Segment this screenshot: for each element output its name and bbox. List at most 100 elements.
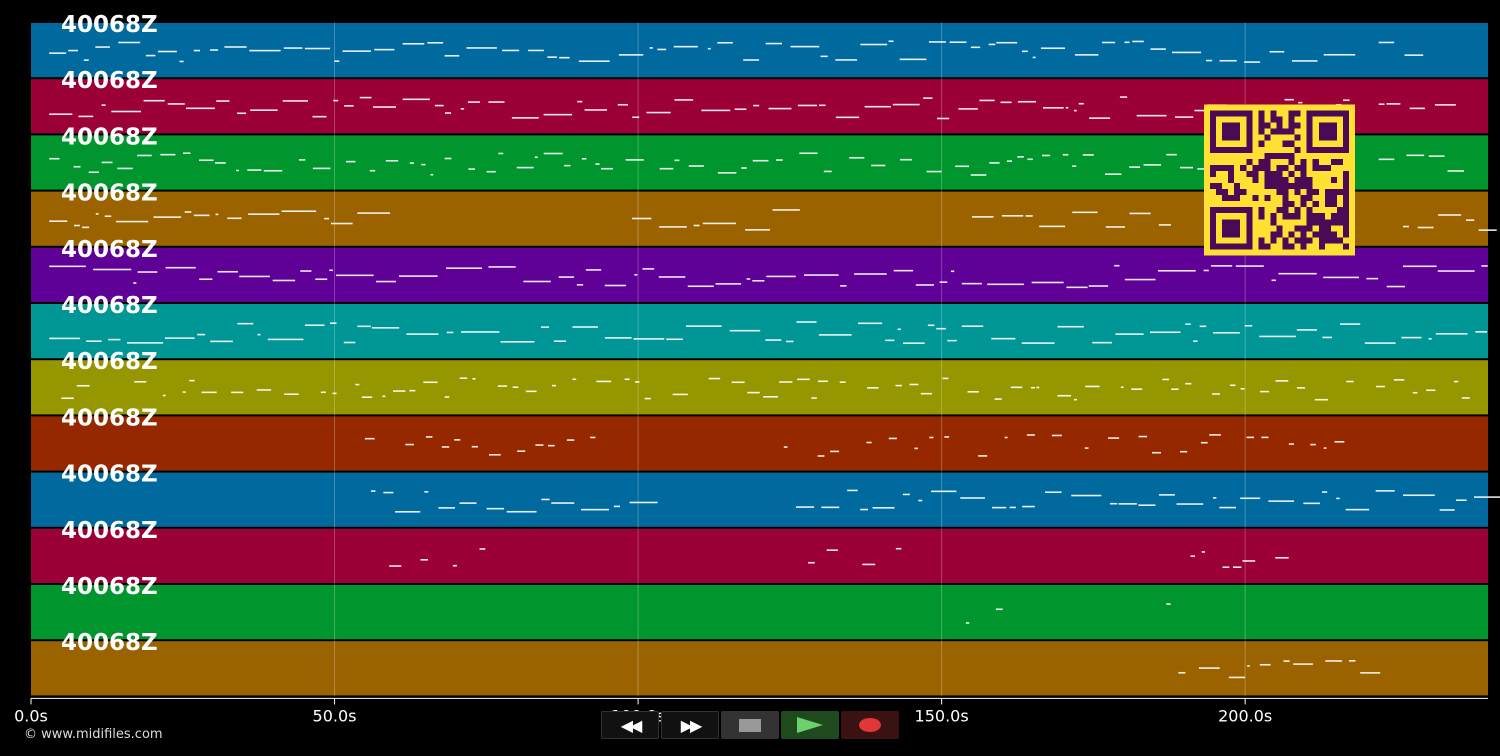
qr-module [1270, 110, 1277, 117]
note [1403, 265, 1437, 268]
note [900, 158, 912, 161]
note [460, 108, 465, 110]
note [312, 167, 331, 170]
note [685, 325, 722, 327]
play-button[interactable] [781, 711, 839, 739]
note [479, 548, 486, 550]
note [210, 49, 219, 51]
note [1404, 54, 1424, 56]
note [1403, 494, 1435, 497]
note [708, 377, 721, 380]
note [160, 153, 176, 156]
note [1051, 434, 1062, 437]
note [551, 384, 556, 387]
qr-module [1324, 237, 1331, 244]
qr-module [1306, 176, 1313, 184]
qr-module [1288, 140, 1295, 147]
note [931, 490, 957, 493]
qr-module [1276, 116, 1283, 123]
note [344, 105, 354, 107]
qr-module [1288, 158, 1295, 165]
note [1105, 226, 1125, 228]
note [111, 110, 141, 113]
note [1162, 378, 1169, 381]
qr-module [1342, 176, 1349, 184]
qr-module [1342, 201, 1349, 208]
note [642, 268, 655, 270]
note [1447, 170, 1464, 172]
qr-module [1276, 176, 1283, 184]
note [1209, 434, 1221, 436]
qr-module [1330, 176, 1337, 184]
note [1004, 436, 1008, 439]
note [888, 437, 897, 440]
note [535, 444, 544, 446]
note [564, 164, 571, 167]
note [871, 164, 886, 167]
note [1456, 499, 1467, 502]
record-button[interactable] [841, 711, 899, 739]
note [216, 100, 230, 102]
qr-module [1324, 189, 1331, 196]
note [227, 217, 242, 220]
qr-module [1222, 164, 1229, 171]
note [1323, 276, 1359, 279]
x-tick-label: 0.0s [14, 706, 48, 725]
qr-module [1276, 128, 1283, 135]
fast-forward-button[interactable]: ▶▶ [661, 711, 719, 739]
qr-code[interactable] [1204, 104, 1355, 256]
qr-module [1282, 183, 1289, 190]
note [300, 270, 312, 272]
qr-module [1318, 213, 1325, 220]
rewind-button[interactable]: ◀◀ [601, 711, 659, 739]
note [1275, 380, 1289, 382]
note [1166, 603, 1171, 605]
stop-button[interactable] [721, 711, 779, 739]
qr-module [1312, 231, 1319, 238]
note [1201, 551, 1206, 553]
qr-module [1300, 170, 1307, 177]
note [104, 215, 112, 218]
qr-module [1342, 170, 1349, 177]
qr-module [1228, 195, 1235, 202]
note [525, 390, 537, 393]
qr-module [1282, 237, 1289, 244]
note [1108, 437, 1120, 439]
note [849, 156, 865, 159]
qr-module [1270, 213, 1277, 220]
note [1185, 323, 1191, 326]
note [304, 324, 325, 327]
note [304, 47, 331, 50]
note [49, 113, 73, 116]
note [1376, 385, 1385, 388]
qr-module [1240, 189, 1247, 196]
note [1366, 277, 1379, 280]
note [1412, 391, 1418, 394]
note [595, 163, 600, 165]
note [402, 98, 430, 101]
note [502, 49, 520, 52]
track-label: 40068Z [61, 574, 158, 600]
qr-module [1216, 183, 1223, 190]
note [763, 396, 779, 398]
qr-module [1222, 195, 1229, 202]
note [1259, 335, 1296, 338]
note [818, 334, 852, 336]
qr-module [1282, 152, 1289, 159]
note [1158, 224, 1172, 226]
qr-module [1210, 170, 1217, 177]
note [523, 280, 551, 283]
note [1275, 556, 1289, 559]
qr-module [1300, 164, 1307, 171]
note [1219, 506, 1236, 509]
qr-module [1306, 213, 1313, 220]
note [617, 103, 628, 106]
note [1057, 325, 1084, 328]
note [862, 563, 876, 566]
note [1021, 50, 1028, 53]
note [613, 505, 621, 508]
note [970, 46, 981, 49]
note [864, 105, 891, 108]
note [1259, 663, 1271, 666]
note [406, 333, 439, 335]
